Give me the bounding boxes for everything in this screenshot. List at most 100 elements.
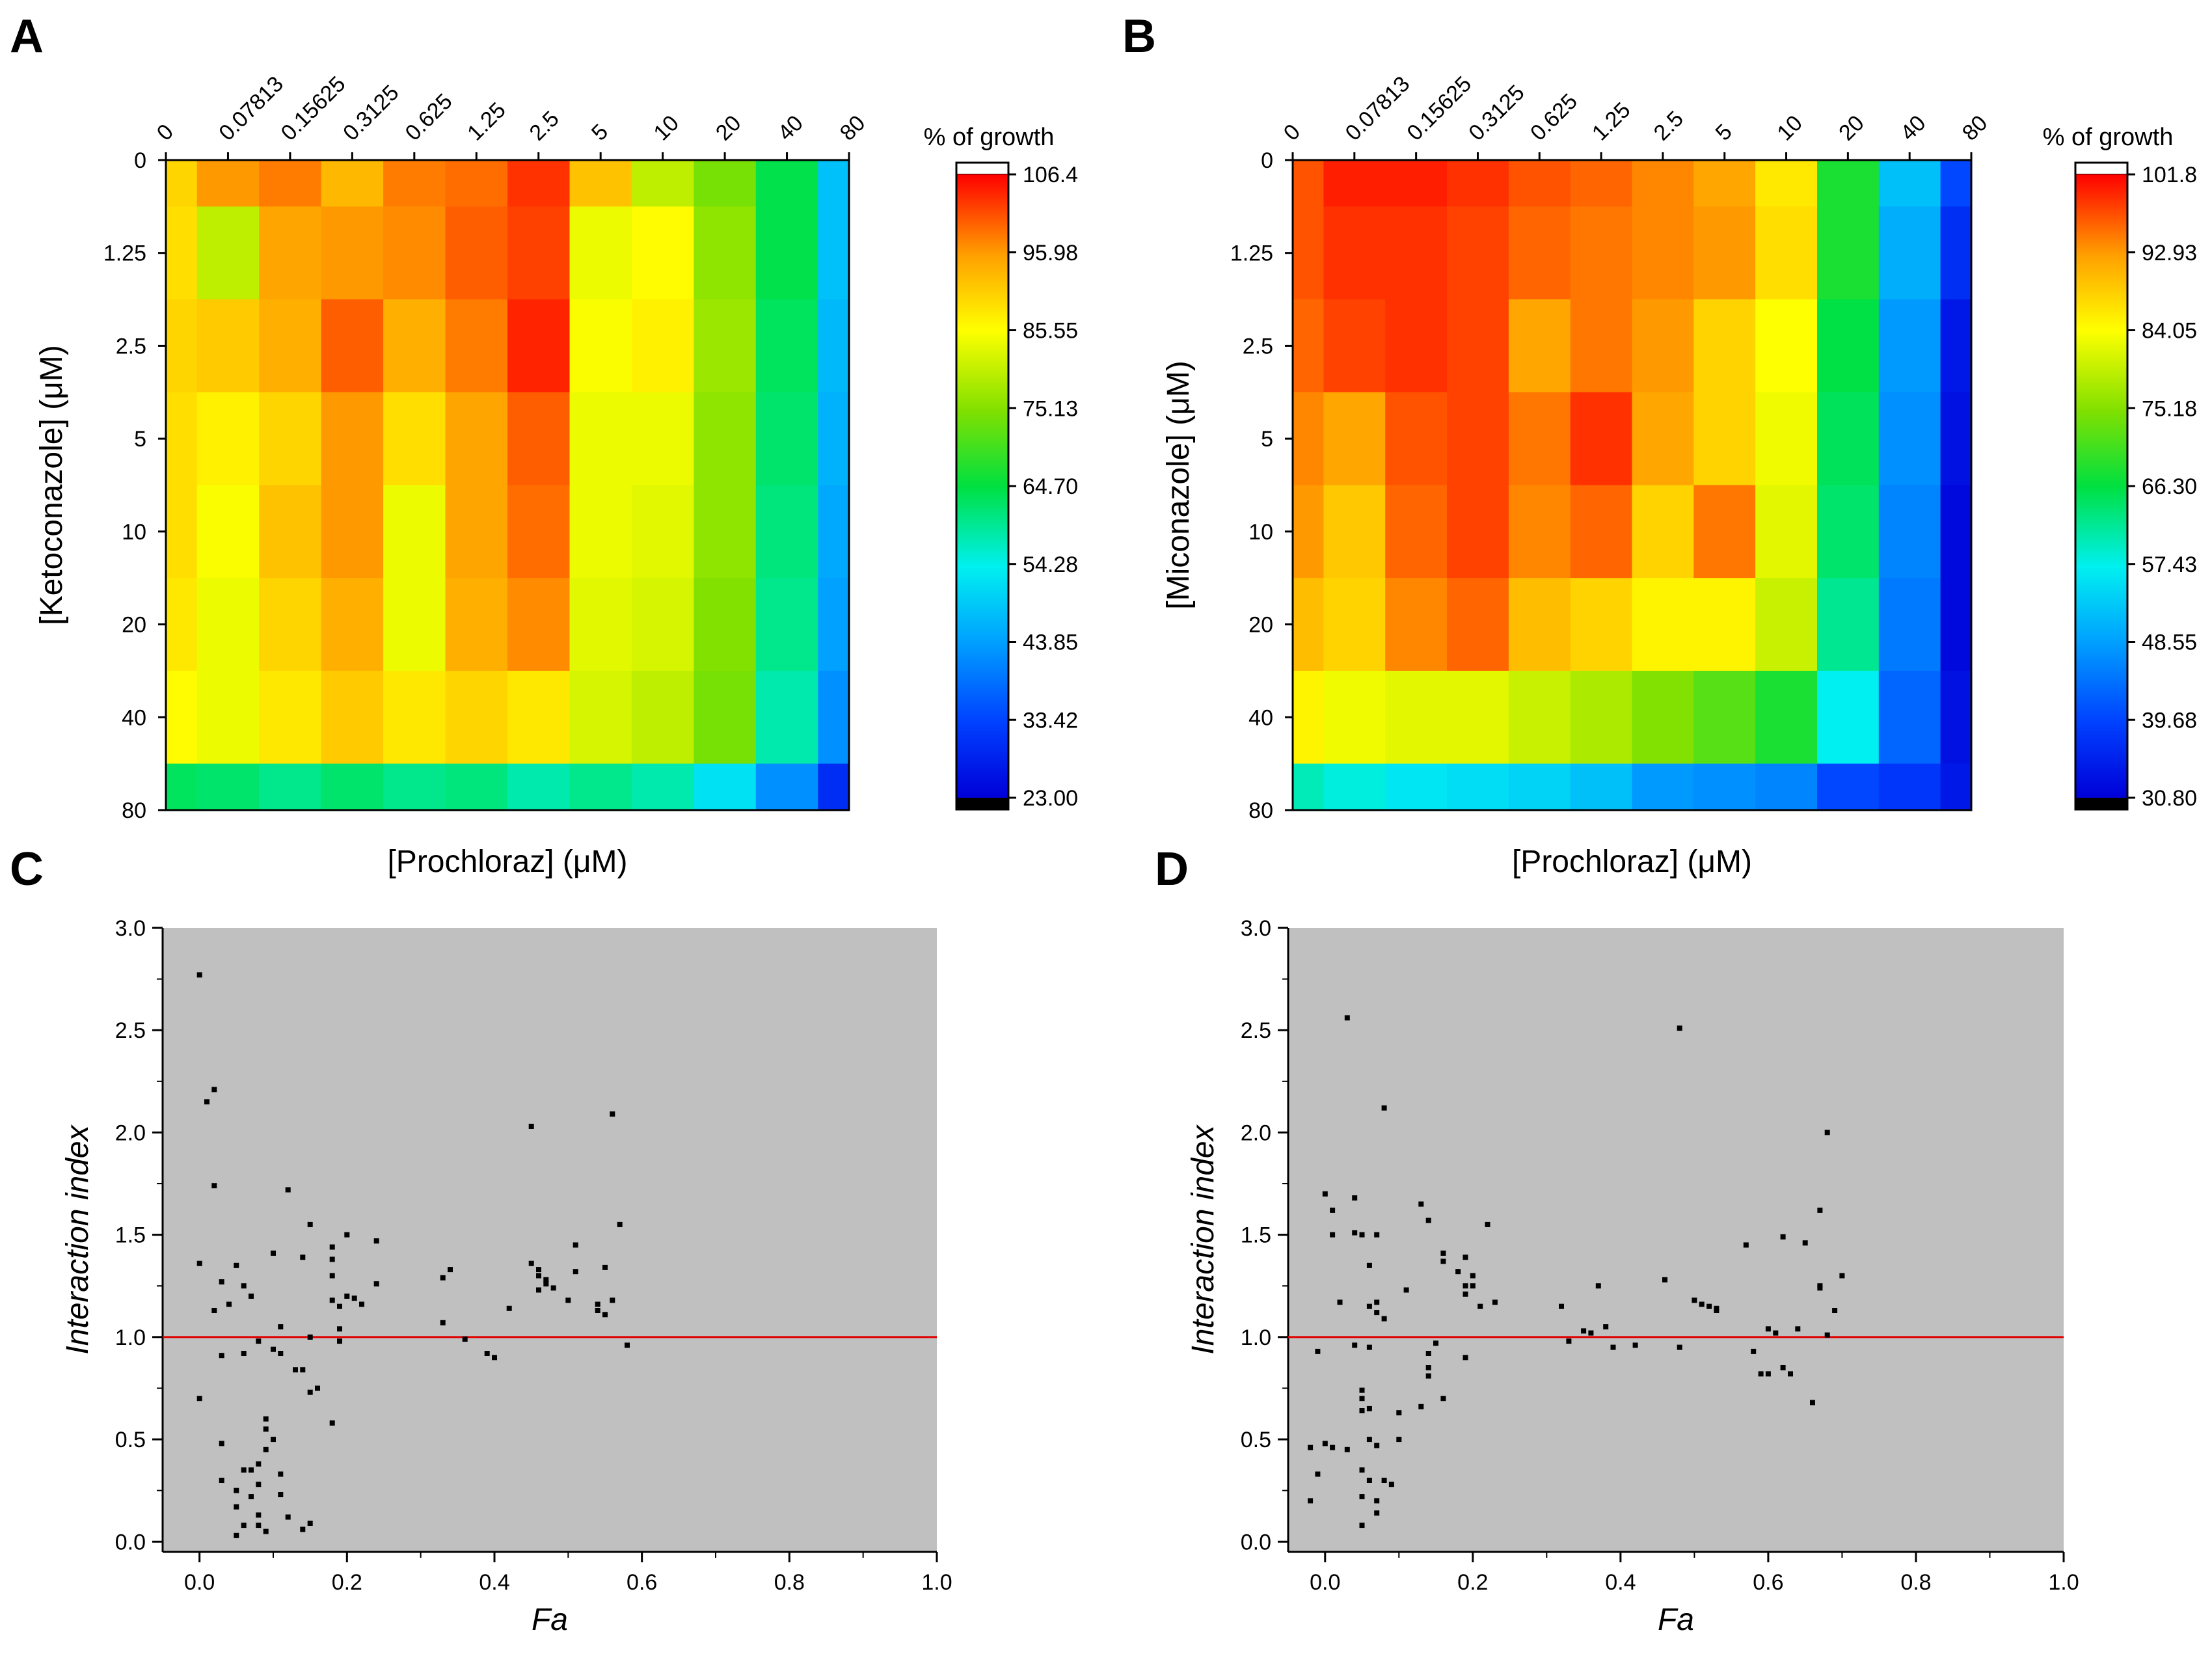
heatmap-cell (569, 485, 632, 579)
heatmap-cell (507, 392, 571, 486)
heatmap-cell (259, 485, 322, 579)
heatmap-cell (166, 578, 198, 672)
heatmap-cell (1293, 392, 1325, 486)
x-tick-label: 80 (1958, 111, 1993, 146)
heatmap-cell (1940, 392, 1971, 486)
heatmap-cell (1385, 578, 1448, 672)
heatmap-cell (1323, 763, 1386, 810)
data-point (241, 1351, 247, 1356)
data-point (1824, 1332, 1830, 1338)
data-point (1603, 1324, 1609, 1330)
heatmap-cell (818, 670, 849, 765)
heatmap-cell (1447, 670, 1509, 765)
x-tick-label: 0.8 (1900, 1570, 1931, 1595)
heatmap-cell (1693, 392, 1757, 486)
heatmap-cell (1817, 206, 1880, 301)
heatmap-cell (1570, 670, 1633, 765)
heatmap-cell (1293, 485, 1325, 579)
colorbar-over-cap (956, 162, 1009, 175)
y-tick-label: 10 (122, 520, 146, 545)
x-tick-label: 5 (1711, 119, 1737, 145)
data-point (1425, 1373, 1431, 1379)
x-axis-title: Fa (1658, 1603, 1694, 1637)
colorbar-tick-label: 43.85 (1023, 631, 1078, 655)
data-point (1352, 1195, 1358, 1201)
heatmap-cell (259, 299, 322, 393)
heatmap-cell (166, 670, 198, 765)
heatmap-cell (1508, 206, 1571, 301)
data-point (1374, 1232, 1380, 1238)
data-point (617, 1221, 623, 1227)
data-point (1559, 1303, 1564, 1309)
data-point (329, 1297, 335, 1303)
y-tick-label: 2.0 (115, 1120, 146, 1145)
data-point (278, 1471, 284, 1477)
heatmap-cell (1878, 763, 1941, 810)
x-tick-label: 20 (1834, 111, 1869, 146)
heatmap-cell (569, 392, 632, 486)
heatmap-cell (445, 206, 508, 301)
data-point (1470, 1283, 1476, 1289)
heatmap-cell (1940, 206, 1971, 301)
data-point (1359, 1408, 1365, 1413)
heatmap-cell (1693, 670, 1757, 765)
plot-background (163, 928, 937, 1552)
heatmap-cell (1293, 670, 1325, 765)
data-point (359, 1301, 364, 1307)
heatmap-cell (1755, 670, 1818, 765)
heatmap-cell (818, 485, 849, 579)
heatmap-cell (1878, 392, 1941, 486)
data-point (337, 1326, 342, 1332)
data-point (1817, 1207, 1823, 1213)
heatmap-cell (1293, 763, 1325, 810)
heatmap-cell (507, 485, 571, 579)
data-point (1366, 1478, 1372, 1483)
data-point (1839, 1273, 1845, 1279)
data-point (373, 1281, 379, 1287)
heatmap-cell (166, 160, 198, 208)
heatmap-cell (1323, 670, 1386, 765)
data-point (1440, 1396, 1446, 1402)
data-point (1425, 1365, 1431, 1370)
heatmap-cell (694, 160, 757, 208)
data-point (1308, 1445, 1314, 1450)
y-tick-label: 0.5 (1241, 1428, 1271, 1452)
data-point (278, 1351, 284, 1356)
data-point (263, 1426, 269, 1432)
heatmap-cell (321, 763, 384, 810)
data-point (1425, 1217, 1431, 1223)
heatmap-cell (1693, 206, 1757, 301)
data-point (1330, 1445, 1336, 1450)
colorbar-under-cap (2075, 798, 2127, 809)
data-point (300, 1255, 306, 1260)
data-point (528, 1260, 534, 1266)
data-point (536, 1287, 541, 1293)
data-point (1692, 1297, 1697, 1303)
heatmap-cell (1755, 160, 1818, 208)
heatmap-cell (631, 299, 695, 393)
data-point (1396, 1437, 1402, 1443)
heatmap-cell (1878, 670, 1941, 765)
data-point (1315, 1348, 1321, 1354)
data-point (307, 1389, 313, 1395)
heatmap-cell (1323, 485, 1386, 579)
data-point (1440, 1258, 1446, 1264)
heatmap-cell (1508, 160, 1571, 208)
heatmap-cell (1632, 160, 1695, 208)
y-axis-title: [Ketoconazole] (μM) (34, 345, 69, 625)
colorbar-title: % of growth (2043, 124, 2174, 151)
y-tick-label: 5 (134, 427, 146, 452)
heatmap-cell (259, 206, 322, 301)
x-tick-label: 1.0 (921, 1570, 952, 1595)
heatmap-cell (1755, 485, 1818, 579)
data-point (329, 1420, 335, 1426)
heatmap-cell (507, 206, 571, 301)
data-point (1463, 1355, 1468, 1361)
data-point (211, 1308, 217, 1313)
heatmap-cell (1632, 763, 1695, 810)
data-point (1359, 1232, 1365, 1238)
data-point (196, 1260, 202, 1266)
heatmap-cell (1570, 578, 1633, 672)
y-tick-label: 1.0 (1241, 1325, 1271, 1350)
y-tick-label: 2.5 (1241, 1018, 1271, 1043)
